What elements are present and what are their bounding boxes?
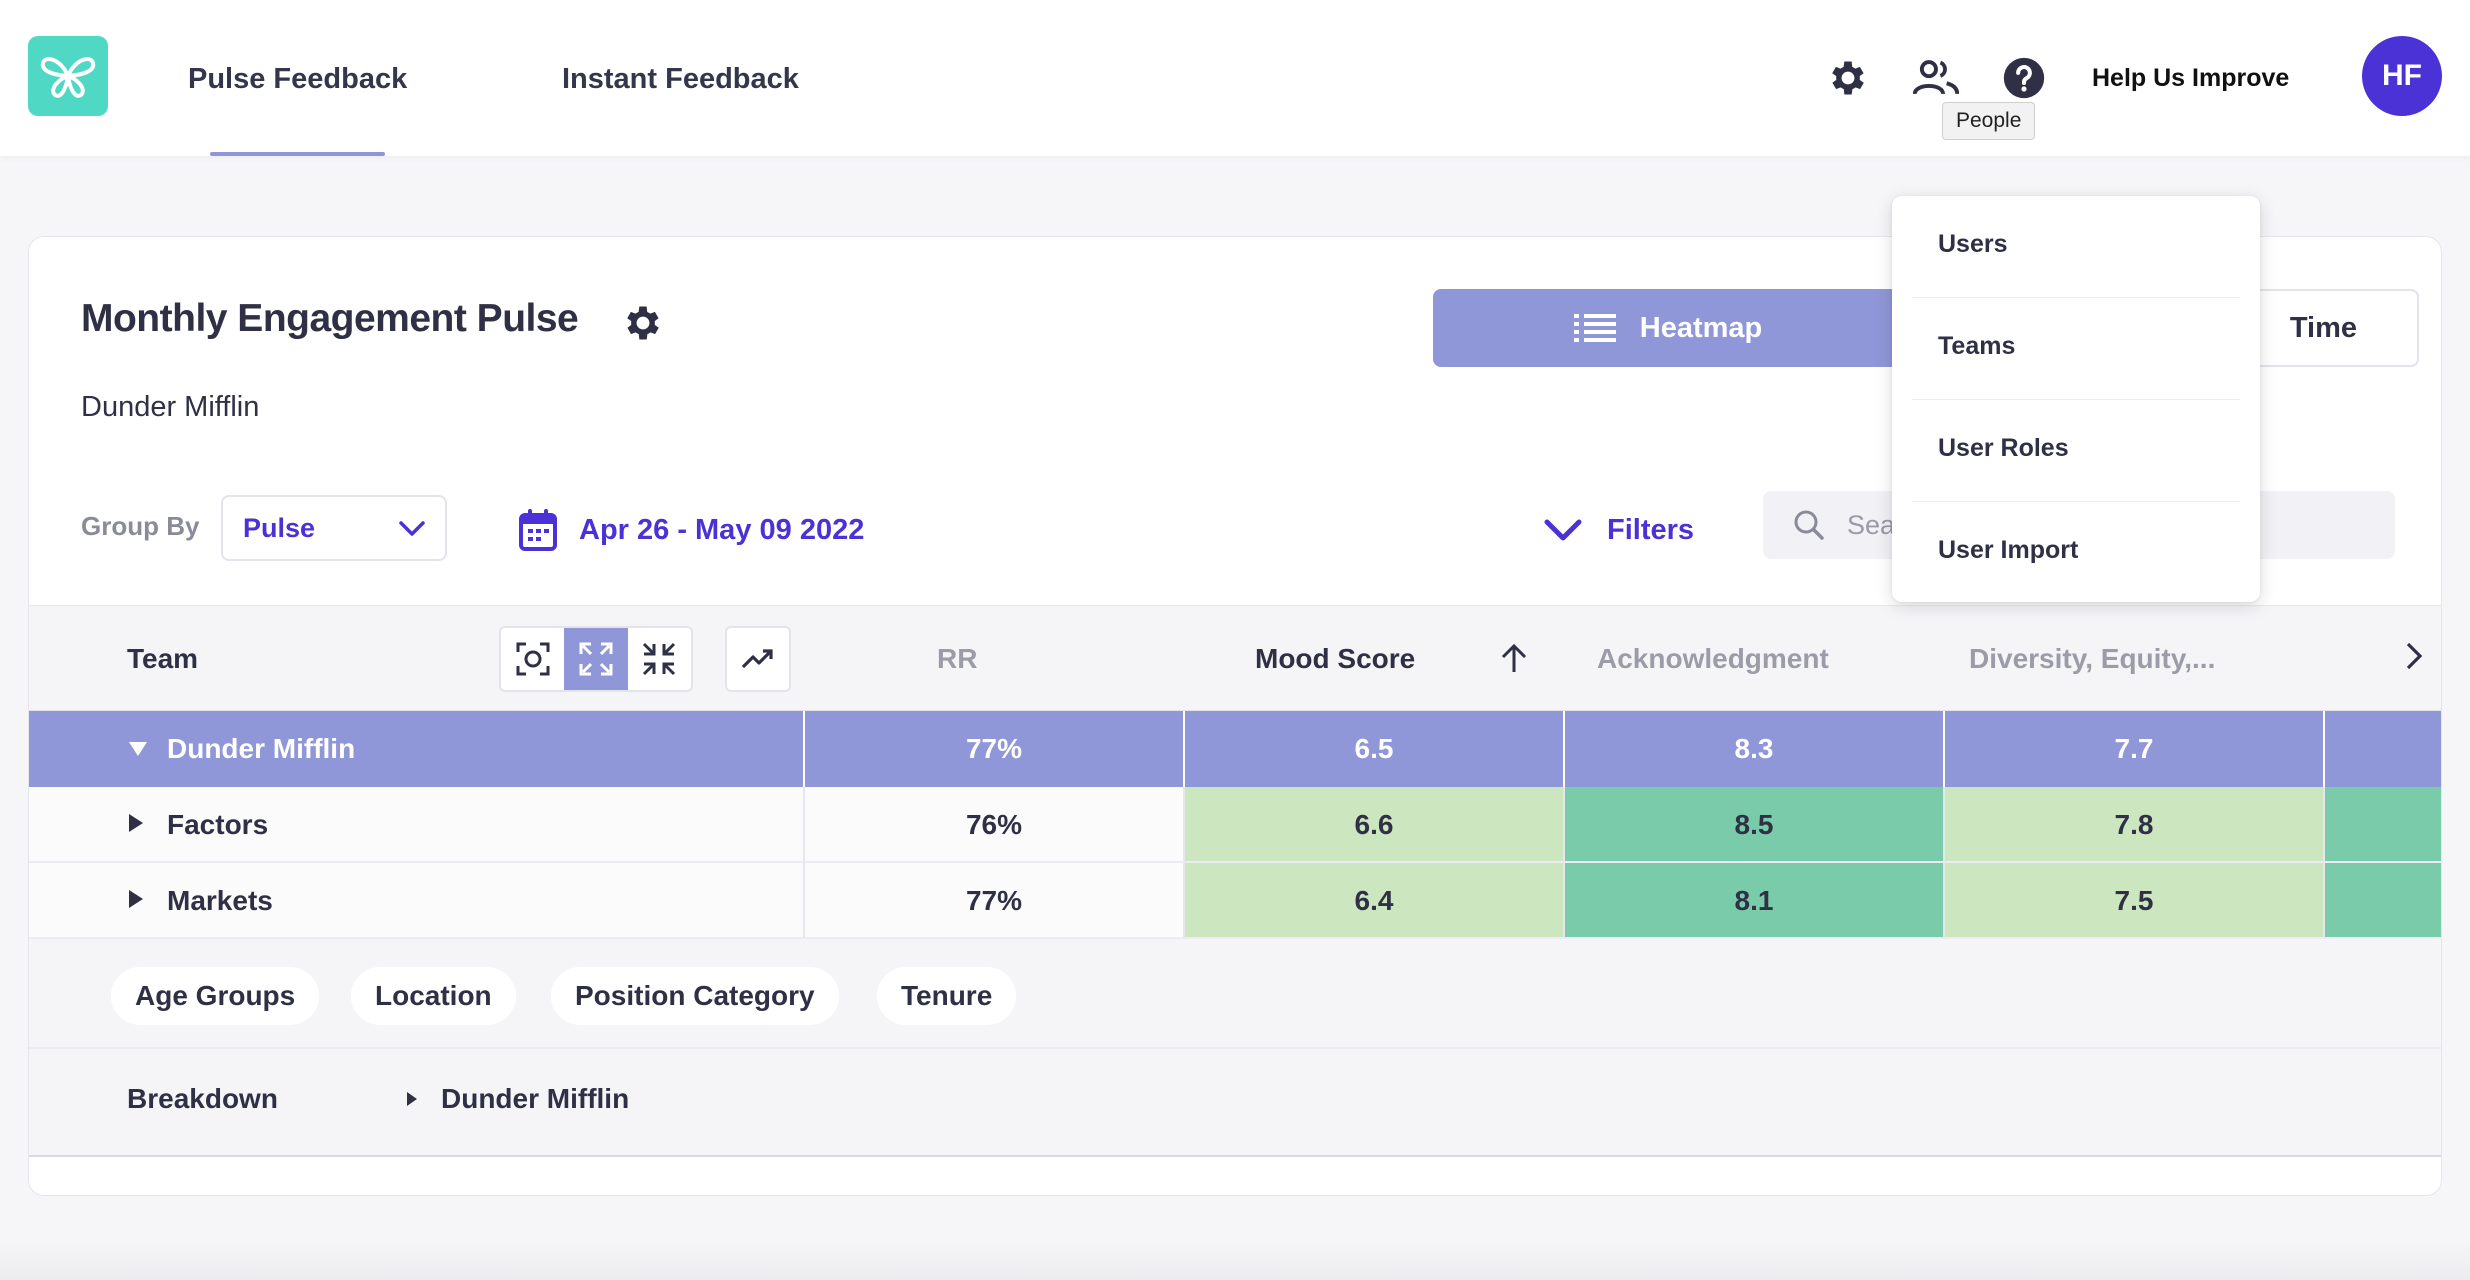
tab-pulse-feedback[interactable]: Pulse Feedback (188, 54, 408, 156)
breakdown-crumb-label: Dunder Mifflin (441, 1083, 630, 1114)
app-logo[interactable] (28, 36, 108, 116)
menu-item-users[interactable]: Users (1912, 196, 2240, 298)
sort-ascending-button[interactable] (1497, 642, 1531, 676)
overflow-cell (2325, 863, 2441, 939)
calendar-icon (519, 509, 557, 551)
diversity-cell: 7.8 (1945, 787, 2325, 863)
next-columns-button[interactable] (2399, 638, 2429, 674)
group-by-select[interactable]: Pulse (221, 495, 447, 561)
mood-score-cell: 6.4 (1185, 863, 1565, 939)
breakdown-label: Breakdown (127, 1083, 278, 1114)
column-header-team: Team (127, 643, 199, 674)
team-name: Factors (167, 809, 269, 840)
diversity-cell: 7.7 (1945, 711, 2325, 787)
rr-cell: 77% (805, 711, 1185, 787)
menu-item-user-import[interactable]: User Import (1938, 536, 2079, 564)
table-row[interactable]: Factors 76% 6.6 8.5 7.8 (29, 787, 2441, 863)
chip-location[interactable]: Location (351, 967, 516, 1025)
group-by-value: Pulse (243, 512, 316, 543)
arrow-up-icon (1501, 643, 1527, 672)
group-chips: Age Groups Location Position Category Te… (29, 939, 2441, 1049)
chevron-down-icon (399, 521, 425, 536)
people-icon (1913, 60, 1959, 95)
chip-tenure[interactable]: Tenure (877, 967, 1017, 1025)
expand-icon (579, 642, 613, 676)
table-row[interactable]: Dunder Mifflin 77% 6.5 8.3 7.7 (29, 711, 2441, 787)
table-header: Team (29, 605, 2441, 711)
team-name-cell: Factors (29, 787, 805, 863)
gear-icon (1832, 61, 1864, 95)
tab-instant-feedback[interactable]: Instant Feedback (562, 54, 799, 104)
mood-score-cell: 6.6 (1185, 787, 1565, 863)
pulse-card: Monthly Engagement Pulse Dunder Mifflin … (28, 236, 2442, 1196)
people-button[interactable] (1910, 52, 1962, 104)
collapse-view-button[interactable] (628, 628, 691, 690)
heatmap-view-button[interactable]: Heatmap (1433, 289, 1903, 367)
column-header-rr[interactable]: RR (937, 643, 978, 674)
avatar[interactable]: HF (2362, 36, 2442, 116)
column-header-mood-score[interactable]: Mood Score (1255, 643, 1416, 674)
help-us-improve-link[interactable]: Help Us Improve (2092, 64, 2290, 92)
acknowledgment-cell: 8.5 (1565, 787, 1945, 863)
rr-cell: 77% (805, 863, 1185, 939)
collapse-icon (643, 642, 676, 676)
help-button[interactable] (1998, 52, 2050, 104)
team-name: Dunder Mifflin (167, 733, 356, 764)
overflow-cell (2325, 711, 2441, 787)
menu-item-teams[interactable]: Teams (1912, 298, 2240, 400)
heatmap-view-label: Heatmap (1639, 311, 1763, 344)
people-dropdown-menu: Users Teams User Roles User Import (1892, 196, 2260, 602)
caret-right-icon (407, 1092, 417, 1106)
caret-down-icon[interactable] (127, 711, 167, 787)
trending-up-icon (741, 649, 773, 669)
help-icon (2003, 57, 2045, 99)
breakdown-bar: Breakdown Dunder Mifflin (29, 1049, 2441, 1157)
acknowledgment-cell: 8.3 (1565, 711, 1945, 787)
pulse-settings-button[interactable] (621, 301, 665, 345)
mood-score-cell: 6.5 (1185, 711, 1565, 787)
page-title: Monthly Engagement Pulse (81, 297, 579, 340)
filters-toggle[interactable]: Filters (1543, 505, 1694, 555)
tab-instant-feedback-label: Instant Feedback (562, 63, 799, 95)
acknowledgment-cell: 8.1 (1565, 863, 1945, 939)
date-range-text: Apr 26 - May 09 2022 (579, 513, 865, 546)
people-tooltip: People (1942, 102, 2036, 140)
focus-icon (516, 642, 550, 676)
table-view-tools (499, 626, 693, 692)
filters-label: Filters (1607, 513, 1695, 546)
overflow-cell (2325, 787, 2441, 863)
settings-button[interactable] (1822, 52, 1874, 104)
column-header-diversity-equity[interactable]: Diversity, Equity,... (1969, 643, 2216, 674)
organization-name: Dunder Mifflin (81, 391, 260, 423)
rr-cell: 76% (805, 787, 1185, 863)
gear-icon (627, 306, 659, 340)
breakdown-crumb[interactable]: Dunder Mifflin (405, 1083, 629, 1115)
list-icon (1573, 314, 1616, 342)
caret-right-icon[interactable] (127, 787, 167, 863)
trend-button[interactable] (725, 626, 791, 692)
time-view-button[interactable]: Time (2289, 312, 2357, 344)
team-name: Markets (167, 885, 273, 916)
group-by-label: Group By (81, 511, 200, 541)
bottom-strip (0, 1240, 2470, 1280)
chip-position-category[interactable]: Position Category (551, 967, 839, 1025)
chip-age-groups[interactable]: Age Groups (111, 967, 320, 1025)
focus-view-button[interactable] (501, 628, 564, 690)
table-row[interactable]: Markets 77% 6.4 8.1 7.5 (29, 863, 2441, 939)
search-icon (1794, 510, 1824, 540)
caret-right-icon[interactable] (127, 863, 167, 939)
column-header-acknowledgment[interactable]: Acknowledgment (1597, 643, 1829, 674)
butterfly-icon (40, 57, 96, 98)
chevron-right-icon (2406, 642, 2423, 670)
expand-view-button[interactable] (564, 628, 628, 690)
top-nav: Pulse Feedback Instant Feedback Help Us … (0, 0, 2470, 156)
diversity-cell: 7.5 (1945, 863, 2325, 939)
team-name-cell: Markets (29, 863, 805, 939)
menu-item-user-roles[interactable]: User Roles (1912, 400, 2240, 502)
date-range-picker[interactable]: Apr 26 - May 09 2022 (519, 505, 864, 555)
tab-pulse-feedback-label: Pulse Feedback (188, 63, 408, 95)
chevron-down-icon (1544, 519, 1582, 541)
team-name-cell: Dunder Mifflin (29, 711, 805, 787)
